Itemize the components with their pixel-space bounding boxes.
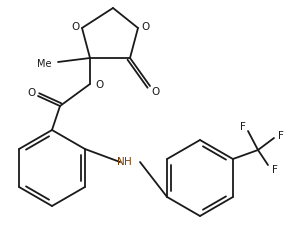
Text: H: H	[124, 157, 132, 167]
Text: F: F	[272, 165, 278, 175]
Text: O: O	[27, 88, 35, 98]
Text: N: N	[117, 157, 125, 167]
Text: F: F	[278, 131, 284, 141]
Text: O: O	[151, 87, 159, 97]
Text: Me: Me	[36, 59, 51, 69]
Text: F: F	[240, 122, 246, 132]
Text: O: O	[141, 22, 149, 32]
Text: O: O	[71, 22, 79, 32]
Text: O: O	[95, 80, 103, 90]
